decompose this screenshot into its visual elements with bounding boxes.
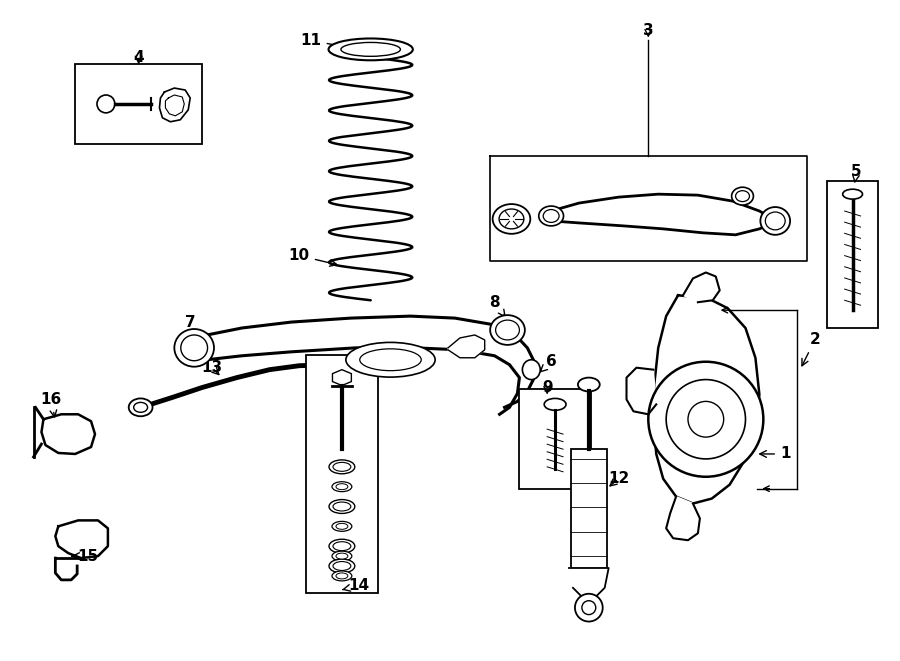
Ellipse shape bbox=[333, 562, 351, 570]
Ellipse shape bbox=[539, 206, 563, 226]
Text: 15: 15 bbox=[72, 549, 99, 564]
Ellipse shape bbox=[522, 360, 540, 379]
Ellipse shape bbox=[328, 38, 413, 60]
Ellipse shape bbox=[491, 315, 525, 345]
Bar bbox=[827, 181, 878, 328]
Polygon shape bbox=[159, 88, 190, 122]
Ellipse shape bbox=[346, 342, 435, 377]
Ellipse shape bbox=[129, 399, 152, 416]
Circle shape bbox=[582, 601, 596, 615]
Text: 1: 1 bbox=[760, 446, 790, 461]
Polygon shape bbox=[666, 496, 700, 540]
Text: 8: 8 bbox=[490, 295, 505, 317]
Bar bbox=[306, 355, 378, 593]
Ellipse shape bbox=[544, 399, 566, 410]
Ellipse shape bbox=[329, 539, 355, 553]
Ellipse shape bbox=[336, 524, 348, 529]
Text: 6: 6 bbox=[540, 354, 556, 371]
Polygon shape bbox=[569, 568, 608, 600]
Ellipse shape bbox=[332, 482, 352, 492]
Text: 3: 3 bbox=[643, 23, 653, 38]
Ellipse shape bbox=[175, 329, 214, 367]
Polygon shape bbox=[683, 272, 720, 302]
Ellipse shape bbox=[336, 573, 348, 579]
Ellipse shape bbox=[332, 571, 352, 581]
Text: 5: 5 bbox=[851, 164, 862, 182]
Polygon shape bbox=[55, 520, 108, 558]
Text: 16: 16 bbox=[40, 392, 62, 417]
Ellipse shape bbox=[578, 377, 599, 391]
Ellipse shape bbox=[544, 210, 559, 222]
Ellipse shape bbox=[329, 460, 355, 474]
Ellipse shape bbox=[329, 500, 355, 514]
Ellipse shape bbox=[360, 349, 421, 371]
Polygon shape bbox=[332, 369, 351, 385]
Ellipse shape bbox=[842, 189, 862, 199]
Text: 10: 10 bbox=[289, 248, 337, 266]
Ellipse shape bbox=[332, 522, 352, 531]
Ellipse shape bbox=[500, 209, 524, 229]
Text: 9: 9 bbox=[542, 380, 553, 395]
Ellipse shape bbox=[134, 403, 148, 412]
Text: 12: 12 bbox=[608, 471, 629, 486]
Ellipse shape bbox=[329, 559, 355, 573]
Bar bbox=[519, 389, 590, 488]
Circle shape bbox=[648, 362, 763, 477]
Polygon shape bbox=[653, 295, 760, 504]
Ellipse shape bbox=[735, 190, 750, 202]
Ellipse shape bbox=[496, 320, 519, 340]
Circle shape bbox=[575, 594, 603, 621]
Ellipse shape bbox=[765, 212, 785, 230]
Ellipse shape bbox=[732, 187, 753, 205]
Circle shape bbox=[688, 401, 724, 437]
Text: 11: 11 bbox=[301, 33, 348, 50]
Circle shape bbox=[97, 95, 115, 113]
Ellipse shape bbox=[341, 42, 400, 56]
Ellipse shape bbox=[181, 335, 208, 361]
Text: 7: 7 bbox=[184, 315, 197, 344]
Text: 2: 2 bbox=[802, 332, 820, 366]
Bar bbox=[571, 449, 607, 568]
Ellipse shape bbox=[333, 463, 351, 471]
Ellipse shape bbox=[492, 204, 530, 234]
Bar bbox=[76, 64, 202, 143]
Text: 4: 4 bbox=[133, 50, 144, 65]
Ellipse shape bbox=[336, 553, 348, 559]
Text: 14: 14 bbox=[343, 578, 369, 594]
Ellipse shape bbox=[332, 551, 352, 561]
Ellipse shape bbox=[760, 207, 790, 235]
Polygon shape bbox=[448, 335, 485, 358]
Polygon shape bbox=[41, 414, 95, 454]
Ellipse shape bbox=[333, 542, 351, 551]
Ellipse shape bbox=[336, 484, 348, 490]
Circle shape bbox=[666, 379, 745, 459]
Ellipse shape bbox=[333, 502, 351, 511]
Polygon shape bbox=[626, 368, 656, 414]
Text: 13: 13 bbox=[202, 360, 222, 375]
